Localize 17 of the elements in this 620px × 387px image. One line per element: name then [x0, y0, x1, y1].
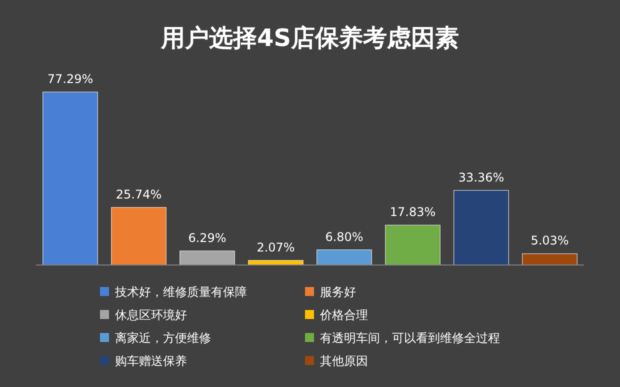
data-label: 6.29%: [188, 230, 226, 245]
legend-label: 其他原因: [320, 354, 368, 368]
legend-label: 价格合理: [319, 308, 368, 322]
data-label: 77.29%: [47, 72, 94, 86]
legend-label: 休息区环境好: [115, 308, 187, 322]
chart-title: 用户选择4S店保养考虑因素: [160, 24, 459, 52]
legend-label: 购车赠送保养: [115, 354, 187, 368]
legend-label: 技术好，维修质量有保障: [114, 285, 247, 299]
data-label: 5.03%: [530, 234, 569, 248]
data-label: 6.80%: [325, 230, 364, 244]
legend-label: 有透明车间，可以看到维修全过程: [320, 331, 500, 345]
data-label: 25.74%: [116, 187, 162, 202]
legend-label: 服务好: [320, 285, 356, 299]
legend-label: 离家近，方便维修: [115, 331, 211, 345]
data-label: 33.36%: [458, 170, 504, 184]
data-label: 2.07%: [256, 240, 295, 254]
data-label: 17.83%: [390, 205, 436, 220]
